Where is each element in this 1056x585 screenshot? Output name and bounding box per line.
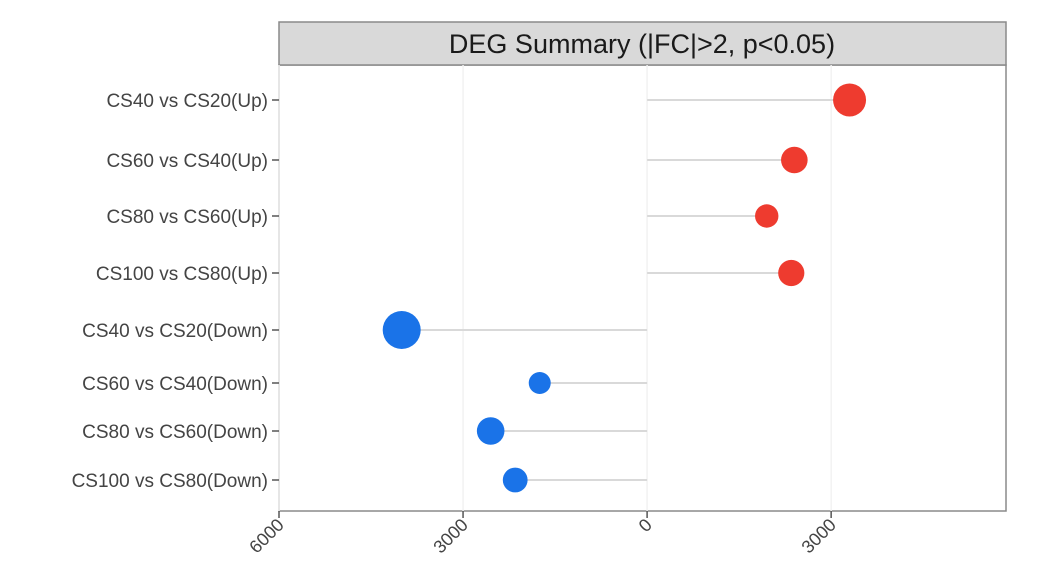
x-axis-ticks: 6000 3000 0 3000 — [245, 511, 840, 557]
dot-2 — [781, 146, 808, 174]
category-label-2: CS60 vs CS40(Up) — [106, 151, 268, 172]
dot-8 — [502, 467, 528, 493]
dot-3 — [755, 204, 779, 228]
category-label-5: CS40 vs CS20(Down) — [82, 321, 268, 342]
category-label-3: CS80 vs CS60(Up) — [106, 207, 268, 228]
lollipop-stems — [401, 99, 850, 481]
dot-6 — [528, 372, 551, 394]
category-label-8: CS100 vs CS80(Down) — [72, 471, 268, 492]
gridlines — [278, 65, 832, 511]
chart-title: DEG Summary (|FC|>2, p<0.05) — [449, 29, 835, 59]
x-tick-label-0: 6000 — [245, 515, 287, 557]
lollipop-dots — [382, 83, 867, 493]
category-label-6: CS60 vs CS40(Down) — [82, 374, 268, 395]
category-label-7: CS80 vs CS60(Down) — [82, 422, 268, 443]
x-tick-label-3: 3000 — [798, 515, 840, 557]
dot-4 — [778, 259, 805, 287]
strip-background — [278, 21, 1007, 66]
dot-1 — [833, 83, 867, 117]
category-label-4: CS100 vs CS80(Up) — [96, 264, 268, 285]
x-tick-label-2: 0 — [635, 515, 656, 536]
category-label-1: CS40 vs CS20(Up) — [106, 91, 268, 112]
panel-background — [278, 64, 1007, 512]
category-labels: CS40 vs CS20(Up) CS60 vs CS40(Up) CS80 vs … — [72, 91, 279, 492]
x-tick-label-1: 3000 — [429, 515, 471, 557]
dot-5 — [382, 311, 421, 349]
dot-7 — [476, 417, 505, 445]
